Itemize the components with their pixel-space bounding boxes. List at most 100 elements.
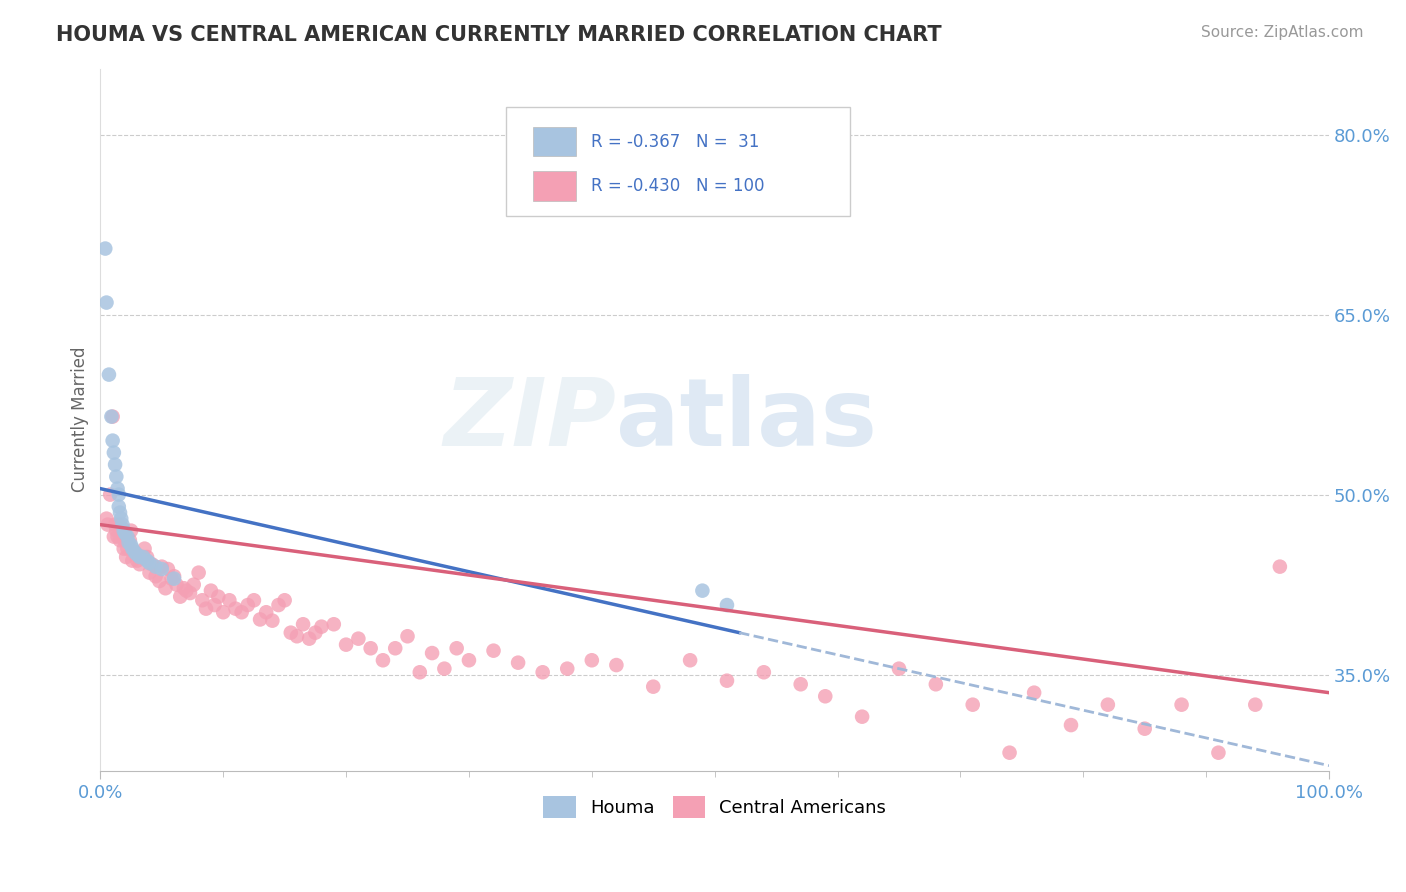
Point: [643, 680, 665, 694]
Point: [409, 665, 432, 680]
Point: [141, 558, 163, 572]
Legend: Houma, Central Americans: Houma, Central Americans: [536, 789, 894, 825]
Point: [107, 482, 129, 496]
Text: ZIP: ZIP: [443, 374, 616, 466]
Point: [207, 590, 229, 604]
Point: [110, 511, 132, 525]
Point: [183, 577, 205, 591]
Point: [107, 530, 129, 544]
Point: [100, 409, 122, 424]
Point: [107, 517, 129, 532]
Point: [236, 598, 259, 612]
Point: [280, 625, 302, 640]
Point: [107, 500, 129, 514]
Point: [420, 646, 443, 660]
Point: [110, 526, 132, 541]
Point: [108, 533, 131, 548]
Point: [716, 673, 738, 688]
Point: [150, 559, 173, 574]
Point: [458, 653, 481, 667]
Point: [1060, 718, 1083, 732]
Point: [120, 538, 142, 552]
Point: [138, 556, 160, 570]
Point: [176, 583, 198, 598]
Point: [94, 242, 117, 256]
Point: [531, 665, 554, 680]
Point: [482, 643, 505, 657]
Point: [127, 548, 149, 562]
Point: [96, 295, 118, 310]
Point: [145, 569, 167, 583]
Point: [120, 524, 142, 538]
Point: [134, 541, 156, 556]
Point: [128, 549, 150, 564]
Point: [163, 569, 186, 583]
Point: [148, 574, 170, 588]
Point: [166, 577, 188, 591]
Point: [716, 598, 738, 612]
Point: [169, 590, 191, 604]
Point: [692, 583, 714, 598]
Point: [204, 598, 226, 612]
Point: [117, 535, 139, 549]
Point: [105, 469, 128, 483]
Point: [97, 368, 120, 382]
Point: [121, 541, 143, 556]
Point: [117, 530, 139, 544]
Point: [304, 625, 326, 640]
Point: [887, 662, 910, 676]
Point: [173, 581, 195, 595]
Text: HOUMA VS CENTRAL AMERICAN CURRENTLY MARRIED CORRELATION CHART: HOUMA VS CENTRAL AMERICAN CURRENTLY MARR…: [56, 25, 942, 45]
Point: [117, 541, 139, 556]
Point: [335, 638, 357, 652]
Point: [446, 641, 468, 656]
Point: [396, 629, 419, 643]
Point: [127, 554, 149, 568]
Point: [925, 677, 948, 691]
FancyBboxPatch shape: [506, 107, 849, 216]
Point: [752, 665, 775, 680]
Point: [145, 559, 167, 574]
Point: [150, 562, 173, 576]
Point: [254, 605, 277, 619]
Text: R = -0.430   N = 100: R = -0.430 N = 100: [591, 177, 763, 194]
Point: [789, 677, 811, 691]
Point: [555, 662, 578, 676]
Point: [998, 746, 1021, 760]
Point: [103, 445, 125, 459]
Point: [104, 458, 127, 472]
Point: [243, 593, 266, 607]
Point: [298, 632, 321, 646]
Point: [371, 653, 394, 667]
Point: [96, 511, 118, 525]
Point: [124, 545, 146, 559]
Point: [136, 549, 159, 564]
Point: [1268, 559, 1291, 574]
Point: [581, 653, 603, 667]
Point: [136, 554, 159, 568]
Point: [101, 434, 124, 448]
Point: [101, 409, 124, 424]
Point: [1097, 698, 1119, 712]
Point: [433, 662, 456, 676]
Point: [163, 572, 186, 586]
Point: [267, 598, 290, 612]
Point: [118, 533, 141, 548]
Point: [179, 586, 201, 600]
Point: [1244, 698, 1267, 712]
Point: [962, 698, 984, 712]
Point: [191, 593, 214, 607]
Point: [384, 641, 406, 656]
FancyBboxPatch shape: [533, 171, 576, 201]
Point: [262, 614, 284, 628]
Point: [111, 517, 134, 532]
Point: [311, 620, 333, 634]
Point: [131, 549, 153, 564]
Point: [132, 549, 155, 564]
Point: [322, 617, 344, 632]
Point: [506, 656, 529, 670]
Point: [224, 601, 246, 615]
Point: [851, 709, 873, 723]
Point: [138, 566, 160, 580]
Point: [104, 517, 127, 532]
